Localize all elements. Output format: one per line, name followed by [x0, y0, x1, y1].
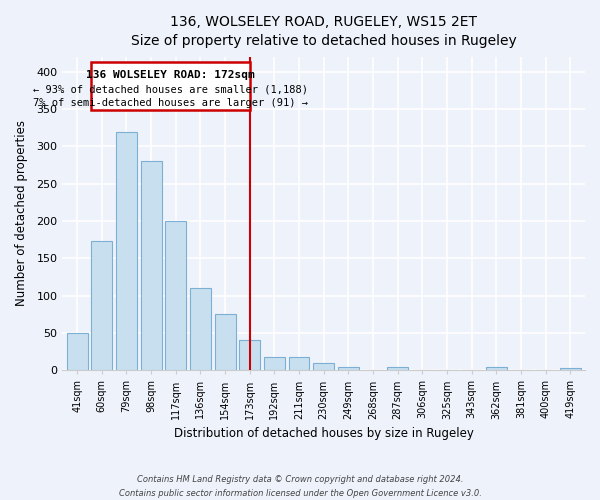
Bar	[91, 241, 112, 370]
Bar	[165, 221, 186, 370]
Bar	[215, 314, 236, 370]
Title: 136, WOLSELEY ROAD, RUGELEY, WS15 2ET
Size of property relative to detached hous: 136, WOLSELEY ROAD, RUGELEY, WS15 2ET Si…	[131, 15, 517, 48]
Bar	[264, 357, 285, 370]
Text: Contains HM Land Registry data © Crown copyright and database right 2024.
Contai: Contains HM Land Registry data © Crown c…	[119, 476, 481, 498]
Bar	[67, 333, 88, 370]
Text: 136 WOLSELEY ROAD: 172sqm: 136 WOLSELEY ROAD: 172sqm	[86, 70, 254, 81]
Bar	[190, 288, 211, 370]
Bar	[289, 357, 310, 370]
Text: 7% of semi-detached houses are larger (91) →: 7% of semi-detached houses are larger (9…	[32, 98, 308, 108]
Bar	[116, 132, 137, 370]
Bar	[338, 366, 359, 370]
Bar	[313, 363, 334, 370]
FancyBboxPatch shape	[91, 62, 250, 110]
Bar	[486, 368, 507, 370]
X-axis label: Distribution of detached houses by size in Rugeley: Distribution of detached houses by size …	[174, 427, 473, 440]
Bar	[239, 340, 260, 370]
Y-axis label: Number of detached properties: Number of detached properties	[15, 120, 28, 306]
Text: ← 93% of detached houses are smaller (1,188): ← 93% of detached houses are smaller (1,…	[32, 85, 308, 95]
Bar	[387, 368, 408, 370]
Bar	[140, 161, 161, 370]
Bar	[560, 368, 581, 370]
